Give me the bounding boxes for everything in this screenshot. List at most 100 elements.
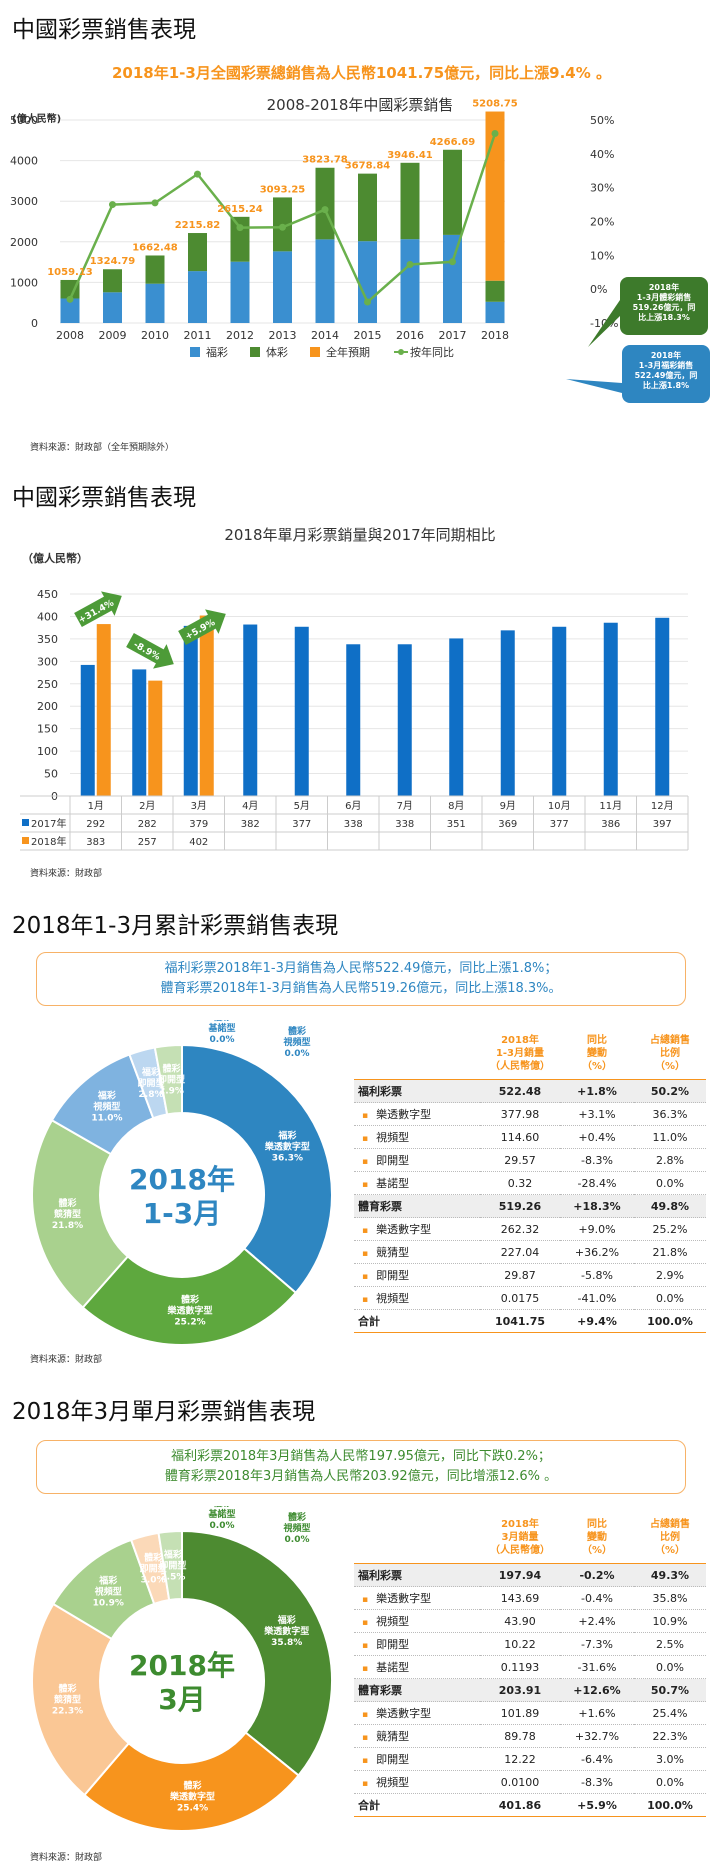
bar-welfare bbox=[485, 301, 505, 323]
slice-label-line: 25.4% bbox=[177, 1804, 208, 1814]
yoy-point bbox=[151, 199, 159, 207]
data-label-2017: 397 bbox=[653, 819, 672, 830]
row-label: 基諾型 bbox=[354, 1171, 480, 1195]
row-value: -5.8% bbox=[560, 1263, 634, 1287]
monthly-sales-chart: 2018年單月彩票銷量與2017年同期相比 （億人民幣） 05010015020… bbox=[20, 526, 689, 851]
donut-slice bbox=[31, 1602, 131, 1797]
total-label: 1059.13 bbox=[47, 267, 93, 278]
row-value: 0.1193 bbox=[480, 1655, 560, 1679]
yoy-point bbox=[449, 258, 456, 266]
section4-title: 2018年3月單月彩票銷售表現 bbox=[12, 1399, 316, 1425]
row-label: 合計 bbox=[354, 1309, 480, 1333]
bar-welfare bbox=[273, 251, 292, 323]
row-value: +2.4% bbox=[560, 1609, 634, 1633]
y-tick-label: 400 bbox=[37, 610, 58, 623]
row-value: 0.0% bbox=[634, 1655, 706, 1679]
y-tick-label: 2000 bbox=[10, 236, 38, 249]
slice-label-line: 體彩 bbox=[144, 1552, 162, 1564]
y2-tick-label: 10% bbox=[590, 249, 614, 262]
callout-green-line: 519.26億元，同 bbox=[632, 303, 696, 312]
slice-label-line: 體彩 bbox=[59, 1197, 77, 1209]
y-tick-label: 1000 bbox=[10, 276, 38, 289]
slice-label: 體彩競猜型 21.8% bbox=[52, 1197, 83, 1231]
callout-blue-line: 2018年 bbox=[650, 351, 682, 360]
slice-label-line: 2.5% bbox=[160, 1572, 185, 1582]
table-header-blank bbox=[354, 1514, 480, 1564]
yoy-point bbox=[279, 223, 286, 231]
row-value: 29.87 bbox=[480, 1263, 560, 1287]
x-tick-label: 2月 bbox=[139, 800, 155, 812]
row-label: 樂透數字型 bbox=[354, 1102, 480, 1126]
row-value: +1.8% bbox=[560, 1079, 634, 1103]
table-header: 同比 變動 （%） bbox=[560, 1514, 634, 1564]
y-tick-label: 150 bbox=[37, 723, 58, 736]
legend-label: 全年預期 bbox=[326, 345, 370, 359]
total-label: 5208.75 bbox=[472, 99, 518, 110]
slice-label-line: 體彩 bbox=[288, 1025, 306, 1037]
slice-label-line: 福彩 bbox=[163, 1548, 182, 1560]
row-label: 即開型 bbox=[354, 1747, 480, 1771]
table-row: 體育彩票 203.91 +12.6% 50.7% bbox=[354, 1678, 706, 1702]
y-tick-label: 200 bbox=[37, 700, 58, 713]
table-header-blank bbox=[354, 1030, 480, 1080]
row-value: -0.4% bbox=[560, 1586, 634, 1610]
section3-title: 2018年1-3月累計彩票銷售表現 bbox=[12, 913, 339, 939]
slice-label-line: 即開型 bbox=[158, 1073, 185, 1085]
row-value: 22.3% bbox=[634, 1724, 706, 1748]
slice-label-line: 10.9% bbox=[93, 1598, 124, 1608]
section1-headline: 2018年1-3月全國彩票總銷售為人民幣1041.75億元，同比上漲9.4% 。 bbox=[112, 64, 611, 82]
slice-label: 體彩即開型 2.9% bbox=[158, 1062, 185, 1096]
bar-sports bbox=[315, 167, 335, 240]
x-tick-label: 2008 bbox=[56, 329, 84, 342]
x-tick-label: 8月 bbox=[448, 800, 464, 812]
total-label: 3093.25 bbox=[260, 184, 306, 195]
total-label: 3823.78 bbox=[302, 155, 348, 166]
total-label: 1324.79 bbox=[90, 256, 136, 267]
row-value: 0.0% bbox=[634, 1770, 706, 1794]
data-label-2018: 402 bbox=[189, 837, 208, 848]
row-value: 114.60 bbox=[480, 1125, 560, 1149]
bar-2017 bbox=[294, 626, 309, 796]
slice-label-line: 0.0% bbox=[210, 1035, 235, 1045]
section3-summary: 福利彩票2018年1-3月銷售為人民幣522.49億元，同比上漲1.8%； 體育… bbox=[36, 952, 686, 1006]
x-tick-label: 2018 bbox=[481, 329, 509, 342]
summary-line: 體育彩票2018年1-3月銷售為人民幣519.26億元，同比上漲18.3%。 bbox=[160, 981, 562, 996]
row-value: +36.2% bbox=[560, 1240, 634, 1264]
y-tick-label: 350 bbox=[37, 633, 58, 646]
trend-arrow-shape bbox=[74, 591, 122, 628]
slice-label-line: 福彩 bbox=[141, 1066, 160, 1078]
bar-welfare bbox=[230, 261, 250, 323]
data-label-2017: 351 bbox=[447, 819, 466, 830]
y2-tick-label: 30% bbox=[590, 182, 614, 195]
x-tick-label: 11月 bbox=[599, 800, 622, 812]
bar-full-year-forecast bbox=[485, 111, 505, 281]
section4-source: 資料來源：財政部 bbox=[30, 1853, 103, 1863]
table-header: 2018年 3月銷量 （人民幣億） bbox=[480, 1514, 560, 1564]
row-value: -28.4% bbox=[560, 1171, 634, 1195]
y-tick-label: 100 bbox=[37, 745, 58, 758]
y2-tick-label: 50% bbox=[590, 114, 614, 127]
slice-label-line: 即開型 bbox=[159, 1559, 186, 1571]
slice-label-line: 體彩 bbox=[162, 1062, 180, 1074]
data-label-2017: 377 bbox=[550, 819, 569, 830]
slice-label-line: 25.2% bbox=[174, 1318, 205, 1328]
callout-green-line: 2018年 bbox=[648, 283, 680, 292]
row-value: +5.9% bbox=[560, 1793, 634, 1817]
slice-label-line: 體彩 bbox=[181, 1294, 199, 1306]
slice-label-line: 福彩 bbox=[97, 1090, 116, 1102]
row-label: 樂透數字型 bbox=[354, 1586, 480, 1610]
legend-swatch bbox=[190, 347, 200, 357]
x-tick-label: 5月 bbox=[294, 800, 310, 812]
x-tick-label: 2015 bbox=[354, 329, 382, 342]
legend-label: 2018年 bbox=[31, 835, 66, 848]
bar-2017 bbox=[243, 624, 258, 796]
x-tick-label: 4月 bbox=[242, 800, 258, 812]
slice-label: 福彩即開型 2.8% bbox=[138, 1066, 165, 1100]
bar-welfare bbox=[443, 234, 462, 323]
row-value: 50.2% bbox=[634, 1079, 706, 1103]
